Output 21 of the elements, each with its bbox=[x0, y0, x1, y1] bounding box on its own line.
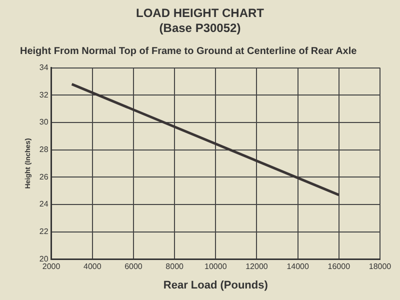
y-tick-label: 22 bbox=[39, 227, 49, 236]
x-tick-label: 6000 bbox=[124, 262, 143, 272]
x-tick-label: 14000 bbox=[286, 262, 310, 272]
y-tick-label: 28 bbox=[39, 145, 49, 154]
y-tick-label: 20 bbox=[39, 254, 49, 264]
y-tick-label: 26 bbox=[39, 172, 49, 182]
x-tick-label: 18000 bbox=[368, 262, 392, 272]
chart-subtitle: (Base P30052) bbox=[158, 21, 242, 36]
x-tick-label: 4000 bbox=[83, 262, 102, 272]
y-tick-label: 32 bbox=[39, 90, 49, 100]
x-tick-label: 16000 bbox=[328, 262, 351, 272]
chart-title: LOAD HEIGHT CHART bbox=[135, 6, 265, 21]
x-tick-label: 2000 bbox=[42, 262, 61, 272]
y-tick-label: 24 bbox=[39, 200, 49, 209]
x-tick-label: 12000 bbox=[246, 262, 268, 272]
x-tick-label: 10000 bbox=[204, 262, 228, 272]
x-tick-label: 8000 bbox=[166, 262, 184, 272]
x-axis-title: Rear Load (Pounds) bbox=[163, 279, 268, 292]
y-tick-label: 34 bbox=[39, 63, 49, 72]
y-tick-label: 30 bbox=[39, 118, 49, 127]
text: Height From Normal Top of Frame to Ground at Centerline of Rear Axle bbox=[20, 46, 357, 57]
